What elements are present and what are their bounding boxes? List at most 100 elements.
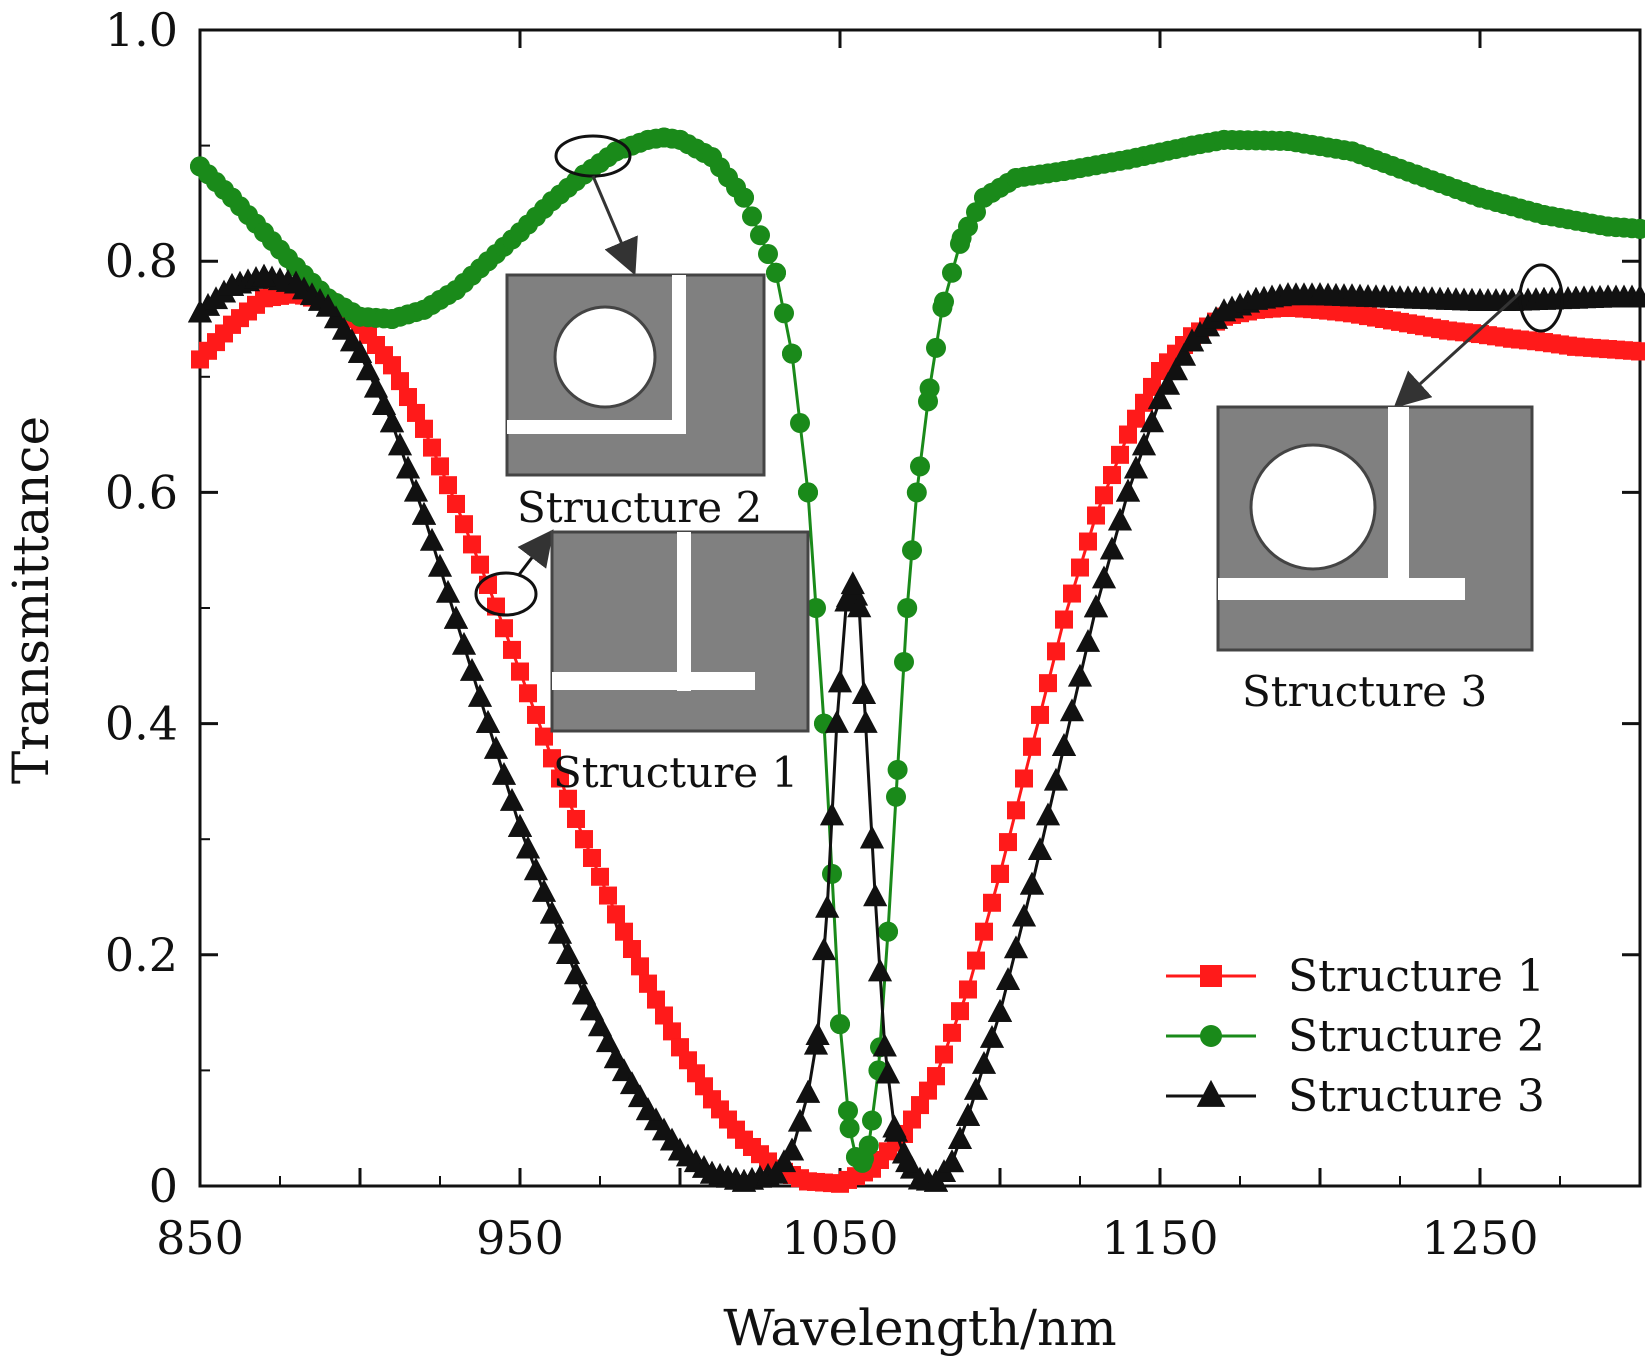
data-point bbox=[1375, 310, 1393, 328]
data-point bbox=[407, 403, 425, 422]
y-tick-label: 1.0 bbox=[105, 3, 178, 57]
data-point bbox=[1043, 767, 1069, 791]
data-point bbox=[543, 749, 561, 768]
data-point bbox=[510, 222, 530, 243]
data-point bbox=[1214, 129, 1234, 150]
data-point bbox=[830, 1014, 850, 1035]
data-point bbox=[635, 1097, 661, 1121]
y-tick-label: 0.2 bbox=[105, 928, 178, 982]
horizontal-slot bbox=[507, 420, 686, 434]
data-point bbox=[587, 1013, 613, 1037]
data-point bbox=[599, 886, 617, 905]
data-point bbox=[187, 299, 213, 323]
data-point bbox=[491, 761, 517, 785]
data-point bbox=[799, 1172, 817, 1191]
data-point bbox=[878, 921, 898, 942]
data-point bbox=[1039, 674, 1057, 693]
data-point bbox=[1103, 466, 1121, 485]
data-point bbox=[483, 735, 509, 759]
y-tick-label: 0 bbox=[149, 1159, 178, 1213]
data-point bbox=[551, 769, 569, 788]
data-point bbox=[853, 709, 878, 733]
data-point bbox=[190, 156, 210, 177]
data-point bbox=[967, 951, 985, 970]
data-point bbox=[1035, 802, 1061, 826]
data-point bbox=[191, 350, 209, 369]
data-point bbox=[790, 413, 810, 434]
data-point bbox=[471, 555, 489, 574]
callout-ellipse bbox=[1518, 263, 1564, 333]
data-point bbox=[819, 802, 845, 826]
data-point bbox=[1019, 871, 1045, 895]
data-point bbox=[539, 900, 565, 924]
data-point bbox=[991, 864, 1009, 883]
data-point bbox=[1091, 565, 1117, 589]
data-point bbox=[1079, 532, 1097, 551]
data-point bbox=[382, 309, 402, 329]
legend-label: Structure 2 bbox=[1288, 1011, 1545, 1062]
circular-hole bbox=[1249, 443, 1377, 571]
data-point bbox=[603, 1045, 629, 1069]
data-point bbox=[1011, 903, 1037, 927]
data-point bbox=[951, 1002, 969, 1021]
data-point bbox=[495, 619, 513, 638]
data-point bbox=[387, 432, 413, 456]
data-point bbox=[1006, 167, 1026, 188]
series-3 bbox=[187, 263, 1645, 1192]
data-point bbox=[1467, 288, 1493, 311]
data-point bbox=[831, 1174, 849, 1193]
data-point bbox=[559, 789, 577, 808]
data-point bbox=[910, 456, 930, 477]
y-tick-label: 0.6 bbox=[105, 465, 178, 519]
data-point bbox=[1470, 187, 1490, 208]
data-point bbox=[363, 374, 389, 398]
y-tick-label: 0.8 bbox=[105, 234, 178, 288]
data-point bbox=[563, 961, 589, 985]
x-axis-ticks: 850 950 1050 1150 1250 bbox=[156, 30, 1642, 1265]
data-point bbox=[515, 835, 541, 859]
data-point bbox=[478, 251, 498, 272]
data-point bbox=[1211, 298, 1237, 322]
inset-structure-1: Structure 1 bbox=[474, 529, 810, 797]
data-point bbox=[615, 922, 633, 941]
data-point bbox=[1139, 409, 1165, 433]
data-point bbox=[902, 540, 922, 561]
data-point bbox=[219, 272, 245, 296]
data-point bbox=[347, 340, 373, 363]
data-point bbox=[223, 315, 241, 334]
data-point bbox=[1534, 204, 1554, 225]
data-point bbox=[763, 1160, 789, 1184]
data-point bbox=[1406, 164, 1426, 185]
data-point bbox=[254, 222, 274, 243]
data-point bbox=[1407, 315, 1425, 334]
data-point bbox=[1531, 286, 1557, 310]
data-point bbox=[955, 1103, 981, 1126]
data-point bbox=[575, 830, 593, 849]
data-point bbox=[1151, 362, 1169, 381]
horizontal-slot bbox=[552, 672, 755, 690]
data-point bbox=[919, 378, 940, 399]
data-point bbox=[822, 863, 842, 884]
data-point bbox=[595, 1029, 621, 1053]
data-point bbox=[638, 129, 658, 150]
legend-label: Structure 3 bbox=[1288, 1071, 1545, 1122]
data-point bbox=[1054, 161, 1074, 182]
data-point bbox=[894, 651, 914, 672]
data-point bbox=[1099, 536, 1125, 560]
data-point bbox=[947, 1126, 973, 1149]
data-point bbox=[903, 1110, 921, 1129]
data-point bbox=[671, 1038, 689, 1057]
data-point bbox=[423, 438, 441, 457]
data-point bbox=[886, 786, 906, 807]
data-point bbox=[1118, 149, 1138, 170]
data-point bbox=[1155, 371, 1181, 395]
data-point bbox=[859, 825, 885, 849]
data-point bbox=[1075, 629, 1101, 652]
data-point bbox=[415, 419, 433, 438]
data-point bbox=[623, 940, 641, 959]
data-point bbox=[1135, 393, 1153, 412]
data-point bbox=[927, 1067, 945, 1086]
data-point bbox=[670, 129, 690, 150]
data-point bbox=[959, 980, 977, 999]
